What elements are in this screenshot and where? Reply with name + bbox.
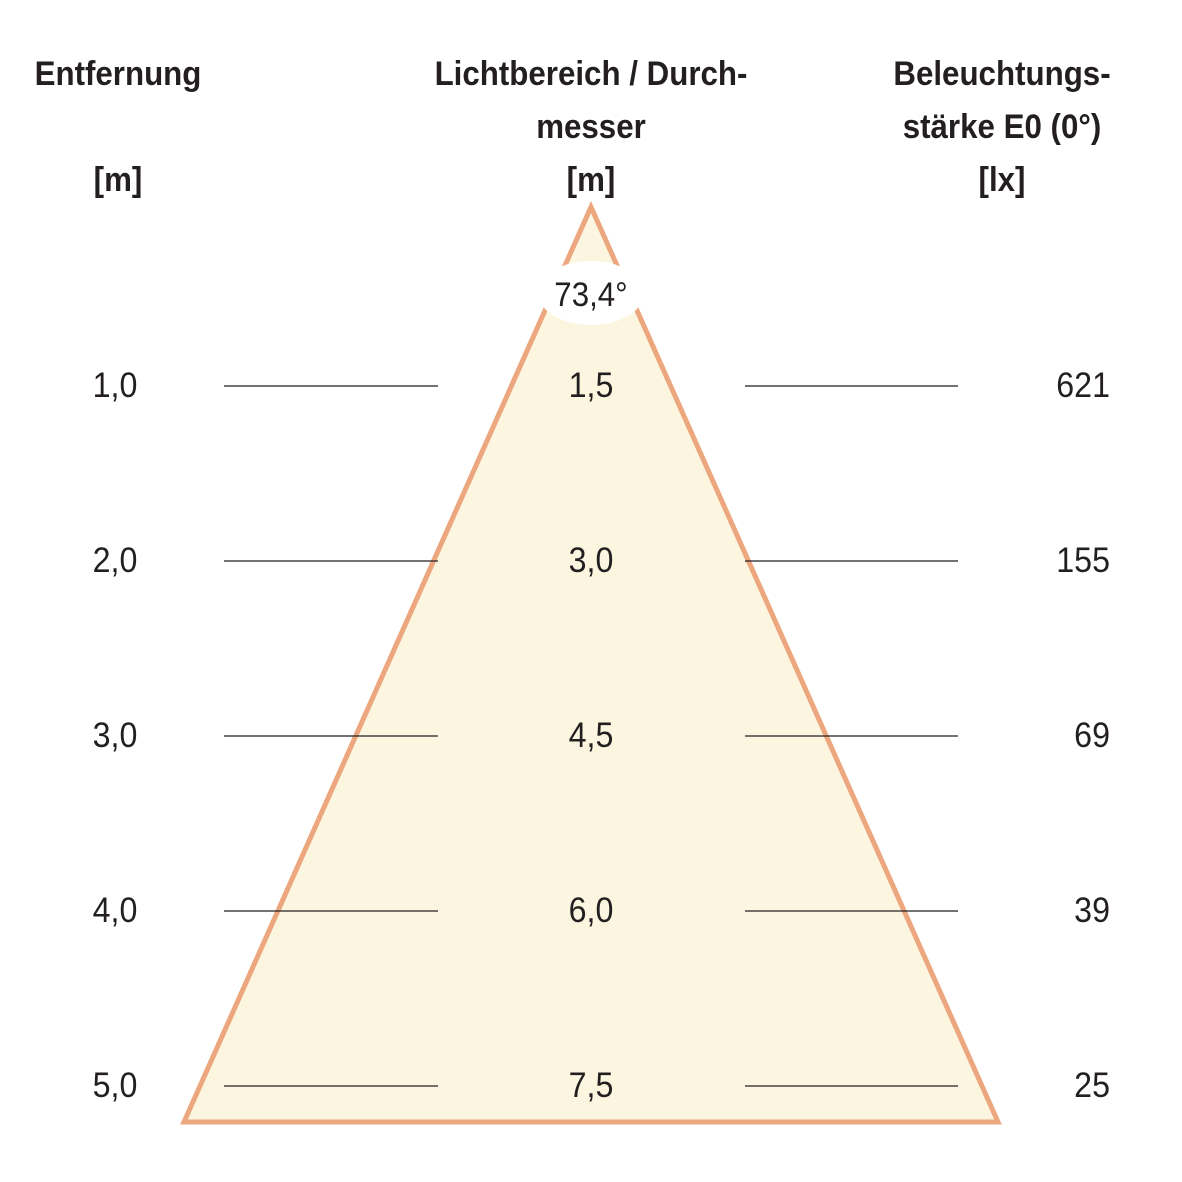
diameter-value: 7,5 xyxy=(568,1066,614,1105)
header-illuminance: Beleuchtungs- stärke E0 (0°) [lx] xyxy=(864,48,1140,207)
distance-value: 3,0 xyxy=(92,716,138,755)
distance-value: 2,0 xyxy=(92,541,138,580)
illuminance-value: 621 xyxy=(1056,366,1110,405)
distance-value: 5,0 xyxy=(92,1066,138,1105)
header-distance: Entfernung [m] xyxy=(9,48,226,207)
header-diameter: Lichtbereich / Durch- messer [m] xyxy=(407,48,775,207)
diameter-value: 1,5 xyxy=(568,366,614,405)
header-illuminance-title-line2: stärke E0 (0°) xyxy=(902,108,1102,146)
header-distance-unit: [m] xyxy=(93,161,143,199)
illuminance-value: 39 xyxy=(1074,891,1110,930)
header-distance-title-line2 xyxy=(9,101,226,154)
header-illuminance-unit: [lx] xyxy=(978,161,1026,199)
light-cone xyxy=(180,200,1002,1125)
diameter-value: 3,0 xyxy=(568,541,614,580)
header-diameter-title: Lichtbereich / Durch- xyxy=(434,55,748,93)
header-diameter-title-line2: messer xyxy=(536,108,646,146)
diameter-value: 4,5 xyxy=(568,716,614,755)
guide-lines xyxy=(224,385,958,1087)
illuminance-value: 25 xyxy=(1074,1066,1110,1105)
header-diameter-unit: [m] xyxy=(566,161,616,199)
illuminance-value: 69 xyxy=(1074,716,1110,755)
beam-angle-label-background xyxy=(538,261,644,325)
diameter-value: 6,0 xyxy=(568,891,614,930)
header-illuminance-title: Beleuchtungs- xyxy=(893,55,1111,93)
beam-angle-label: 73,4° xyxy=(554,276,628,314)
distance-value: 4,0 xyxy=(92,891,138,930)
header-distance-title: Entfernung xyxy=(34,55,202,93)
illuminance-value: 155 xyxy=(1056,541,1110,580)
distance-value: 1,0 xyxy=(92,366,138,405)
